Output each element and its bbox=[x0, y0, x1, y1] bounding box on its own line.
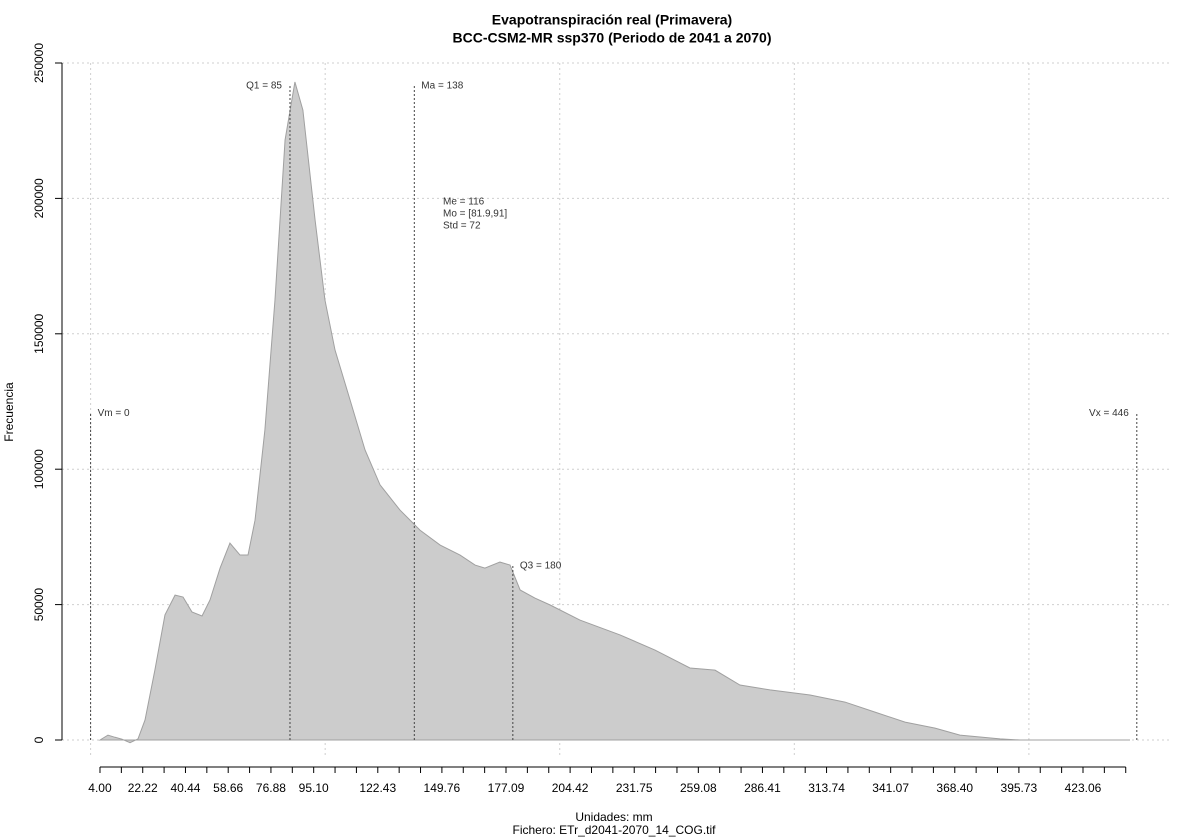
x-tick-label: 149.76 bbox=[424, 781, 461, 795]
x-tick-label: 231.75 bbox=[616, 781, 653, 795]
x-tick-label: 58.66 bbox=[213, 781, 243, 795]
x-tick-label: 4.00 bbox=[88, 781, 112, 795]
y-tick-label: 150000 bbox=[32, 313, 46, 353]
x-tick-label: 341.07 bbox=[872, 781, 909, 795]
y-tick-label: 0 bbox=[32, 736, 46, 743]
x-tick-label: 95.10 bbox=[299, 781, 329, 795]
marker-label: Q1 = 85 bbox=[246, 80, 282, 91]
x-tick-label: 204.42 bbox=[552, 781, 589, 795]
density-area bbox=[98, 81, 1130, 744]
y-axis-label: Frecuencia bbox=[2, 382, 16, 442]
marker-label: Q3 = 180 bbox=[520, 561, 562, 572]
x-tick-label: 313.74 bbox=[808, 781, 845, 795]
marker-label: Vx = 446 bbox=[1089, 408, 1129, 419]
y-tick-label: 200000 bbox=[32, 178, 46, 218]
stat-label: Me = 116 bbox=[443, 197, 485, 208]
marker-label: Vm = 0 bbox=[98, 408, 130, 419]
footer: Fichero: ETr_d2041-2070_14_COG.tif bbox=[513, 823, 717, 837]
stat-label: Std = 72 bbox=[443, 221, 481, 232]
chart-subtitle: BCC-CSM2-MR ssp370 (Periodo de 2041 a 20… bbox=[453, 30, 772, 46]
x-tick-label: 177.09 bbox=[488, 781, 525, 795]
x-tick-label: 259.08 bbox=[680, 781, 717, 795]
x-tick-label: 22.22 bbox=[128, 781, 158, 795]
x-tick-label: 122.43 bbox=[359, 781, 396, 795]
x-tick-label: 368.40 bbox=[936, 781, 973, 795]
x-tick-label: 40.44 bbox=[170, 781, 200, 795]
stat-label: Mo = [81.9,91] bbox=[443, 209, 507, 220]
chart-title: Evapotranspiración real (Primavera) bbox=[492, 12, 732, 28]
x-axis-label: Unidades: mm bbox=[575, 810, 652, 824]
x-tick-label: 423.06 bbox=[1065, 781, 1102, 795]
y-tick-label: 100000 bbox=[32, 449, 46, 489]
y-tick-label: 50000 bbox=[32, 588, 46, 622]
x-tick-label: 286.41 bbox=[744, 781, 781, 795]
x-tick-label: 395.73 bbox=[1001, 781, 1038, 795]
y-tick-label: 250000 bbox=[32, 43, 46, 83]
x-tick-label: 76.88 bbox=[256, 781, 286, 795]
marker-label: Ma = 138 bbox=[421, 80, 463, 91]
